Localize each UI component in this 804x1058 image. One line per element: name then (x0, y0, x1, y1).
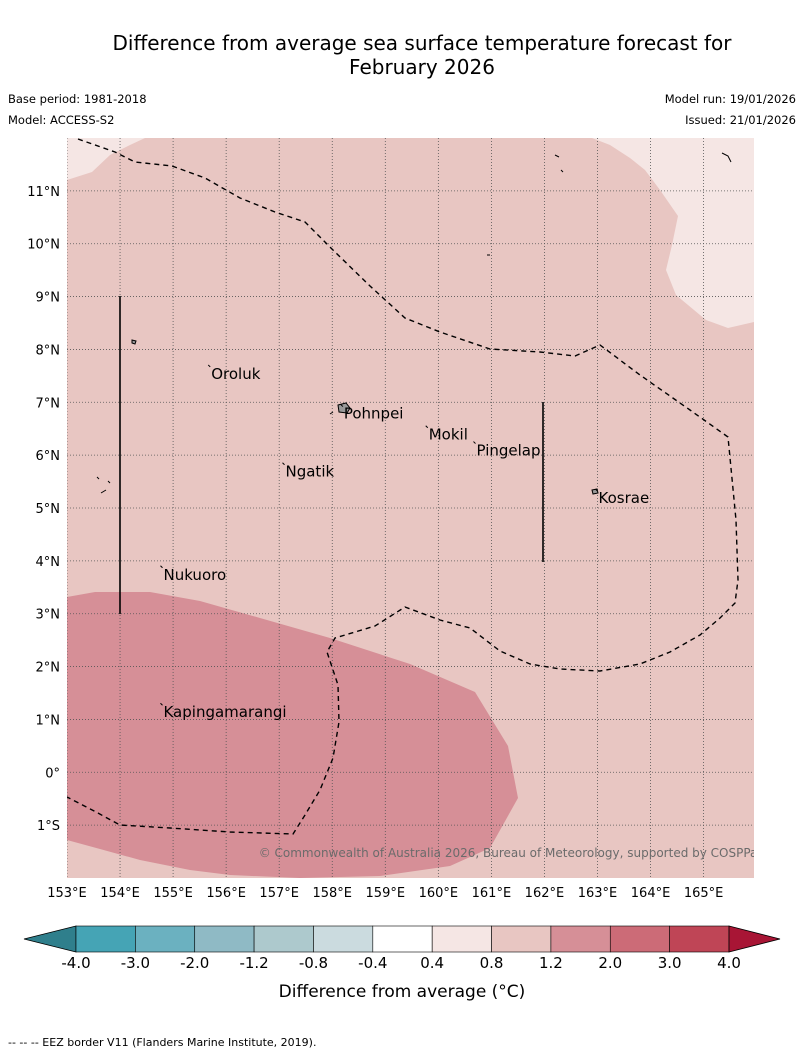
latitude-tick-label: 2°N (36, 661, 61, 676)
longitude-tick-label: 165°E (684, 886, 724, 901)
colorbar-tick-label: 3.0 (658, 954, 682, 972)
latitude-tick-label: 4°N (36, 555, 61, 570)
place-marker (207, 364, 211, 368)
longitude-tick-label: 155°E (153, 886, 193, 901)
place-label-pohnpei: Pohnpei (344, 405, 404, 423)
longitude-tick-label: 156°E (206, 886, 246, 901)
colorbar-tick-label: 1.2 (539, 954, 563, 972)
colorbar-tick-label: -2.0 (180, 954, 209, 972)
small-island (100, 489, 107, 494)
small-island (329, 411, 334, 415)
colorbar-tick-label: 2.0 (598, 954, 622, 972)
place-label-ngatik: Ngatik (286, 463, 335, 481)
longitude-tick-label: 162°E (525, 886, 565, 901)
anomaly-band-1-2-2-0 (67, 592, 518, 878)
latitude-tick-label: 10°N (27, 238, 60, 253)
place-marker (595, 488, 598, 492)
place-marker (340, 404, 344, 407)
colorbar-segment (194, 925, 255, 953)
colorbar-tick-label: -0.4 (358, 954, 387, 972)
latitude-tick-labels: 11°N 10°N 9°N 8°N 7°N 6°N 5°N 4°N 3°N 2°N 1°N 0° 1°S (27, 185, 60, 834)
colorbar-segment (550, 925, 611, 953)
latitude-tick-label: 8°N (36, 343, 61, 358)
colorbar-tick-label: -1.2 (239, 954, 268, 972)
colorbar: -4.0 -3.0 -2.0 -1.2 -0.8 -0.4 0.4 0.8 1.2 2.0 3.0 4… (23, 925, 781, 972)
pohnpei-island (337, 402, 351, 414)
latitude-tick-label: 11°N (27, 185, 60, 200)
colorbar-tick-label: 0.4 (420, 954, 444, 972)
place-label-nukuoro: Nukuoro (163, 566, 226, 584)
chart-title: Difference from average sea surface temp… (60, 31, 784, 79)
small-island (554, 154, 560, 158)
colorbar-segment (135, 925, 196, 953)
latitude-tick-label: 5°N (36, 502, 61, 517)
title-line-1: Difference from average sea surface temp… (112, 31, 732, 55)
eez-border (67, 138, 739, 835)
latitude-tick-label: 1°S (37, 819, 60, 834)
graticule (67, 138, 754, 878)
latitude-tick-label: 0° (45, 766, 60, 781)
longitude-tick-labels: 153°E 154°E 155°E 156°E 157°E 158°E 159°E 160°E… (47, 886, 723, 901)
map-area: Oroluk Pohnpei Mokil Pingelap Ngatik Kosrae Nu… (67, 138, 764, 878)
place-label-oroluk: Oroluk (211, 365, 260, 383)
colorbar-tick-label: -0.8 (299, 954, 328, 972)
latitude-tick-label: 9°N (36, 291, 61, 306)
colorbar-segment (313, 925, 374, 953)
colorbar-segment (609, 925, 670, 953)
colorbar-segment (253, 925, 314, 953)
model-run: Model run: 19/01/2026 (664, 92, 796, 106)
model-name: Model: ACCESS-S2 (8, 113, 115, 127)
islands (96, 152, 732, 495)
longitude-tick-label: 161°E (472, 886, 512, 901)
latitude-tick-label: 3°N (36, 608, 61, 623)
colorbar-segment (431, 925, 492, 953)
longitude-tick-label: 153°E (47, 886, 87, 901)
place-marker (282, 462, 285, 466)
place-label-kapingamarangi: Kapingamarangi (163, 703, 286, 721)
colorbar-over-triangle (728, 925, 781, 953)
place-marker (425, 425, 429, 429)
place-label-pingelap: Pingelap (476, 442, 540, 460)
anomaly-band-0-4-0-8-northwest (67, 138, 145, 180)
longitude-tick-label: 159°E (366, 886, 406, 901)
colorbar-tick-label: -3.0 (121, 954, 150, 972)
small-island (107, 480, 111, 484)
longitude-tick-label: 164°E (631, 886, 671, 901)
base-period: Base period: 1981-2018 (8, 92, 147, 106)
colorbar-segment (75, 925, 136, 953)
latitude-tick-label: 6°N (36, 449, 61, 464)
anomaly-band-0-4-0-8-northeast (592, 138, 754, 328)
small-island (96, 476, 100, 480)
colorbar-segment (372, 925, 433, 953)
copyright-notice: © Commonwealth of Australia 2026, Bureau… (259, 846, 764, 860)
longitude-tick-label: 157°E (259, 886, 299, 901)
longitude-tick-label: 158°E (312, 886, 352, 901)
title-line-2: February 2026 (349, 55, 495, 79)
place-marker (160, 702, 163, 706)
colorbar-tick-label: 0.8 (480, 954, 504, 972)
longitude-tick-label: 154°E (100, 886, 140, 901)
place-label-kosrae: Kosrae (599, 489, 650, 507)
small-island (560, 169, 564, 173)
latitude-tick-label: 1°N (36, 713, 61, 728)
small-island (721, 152, 732, 163)
latitude-tick-label: 7°N (36, 396, 61, 411)
colorbar-under-triangle (23, 925, 77, 953)
longitude-tick-label: 160°E (419, 886, 459, 901)
place-marker (473, 441, 476, 444)
kosrae-island (591, 488, 599, 495)
colorbar-tick-label: -4.0 (61, 954, 90, 972)
place-label-mokil: Mokil (429, 426, 468, 444)
longitude-tick-label: 163°E (578, 886, 618, 901)
place-labels: Oroluk Pohnpei Mokil Pingelap Ngatik Kosrae Nu… (160, 364, 650, 721)
issued-date: Issued: 21/01/2026 (685, 113, 796, 127)
place-marker (160, 565, 163, 569)
eez-legend-note: -- -- -- EEZ border V11 (Flanders Marine… (8, 1036, 317, 1049)
colorbar-label: Difference from average (°C) (279, 982, 526, 1002)
small-island (131, 339, 137, 345)
colorbar-tick-label: 4.0 (717, 954, 741, 972)
colorbar-segment (491, 925, 552, 953)
colorbar-segment (669, 925, 730, 953)
